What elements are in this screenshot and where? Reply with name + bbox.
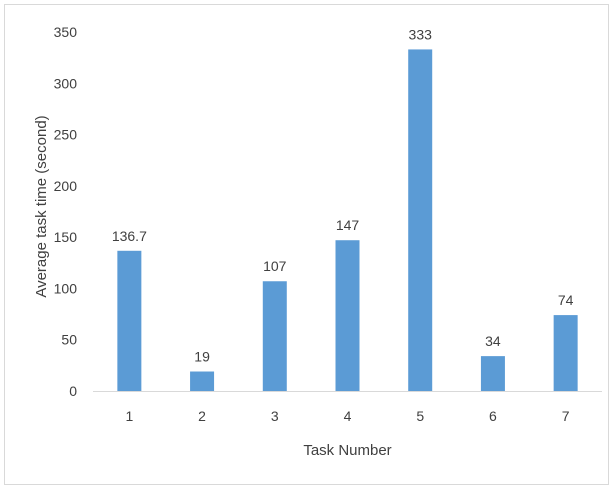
data-label-task-4: 147 — [336, 217, 360, 233]
data-label-task-6: 34 — [485, 333, 501, 349]
y-tick-label: 50 — [61, 332, 77, 348]
x-tick-label: 3 — [271, 408, 279, 424]
bar-task-5 — [408, 49, 433, 392]
x-tick-label: 7 — [562, 408, 570, 424]
bar-task-1 — [117, 250, 142, 391]
x-tick-label: 4 — [344, 408, 352, 424]
bar-task-4 — [335, 240, 360, 391]
x-axis-ticks: 1 2 3 4 5 6 7 — [125, 408, 569, 424]
y-tick-label: 100 — [54, 280, 78, 296]
bar-task-7 — [553, 315, 578, 391]
bar-task-3 — [262, 281, 287, 391]
x-tick-label: 6 — [489, 408, 497, 424]
data-label-task-5: 333 — [409, 26, 433, 42]
y-tick-label: 350 — [54, 24, 78, 40]
bar-task-6 — [480, 356, 505, 391]
y-tick-label: 250 — [54, 127, 78, 143]
bars — [117, 49, 578, 392]
data-label-task-3: 107 — [263, 258, 287, 274]
y-tick-label: 0 — [69, 383, 77, 399]
data-label-task-7: 74 — [558, 292, 574, 308]
data-label-task-2: 19 — [194, 349, 210, 365]
data-labels: 136.7 19 107 147 333 34 74 — [112, 26, 574, 364]
chart-frame — [4, 4, 609, 485]
x-tick-label: 1 — [125, 408, 133, 424]
y-axis-title: Average task time (second) — [33, 115, 50, 297]
bar-task-2 — [190, 371, 215, 391]
x-tick-label: 5 — [416, 408, 424, 424]
y-tick-label: 150 — [54, 229, 78, 245]
y-axis-ticks: 0 50 100 150 200 250 300 350 — [54, 24, 78, 399]
data-label-task-1: 136.7 — [112, 228, 147, 244]
x-axis-title: Task Number — [303, 442, 391, 459]
y-tick-label: 300 — [54, 75, 78, 91]
x-tick-label: 2 — [198, 408, 206, 424]
y-tick-label: 200 — [54, 178, 78, 194]
